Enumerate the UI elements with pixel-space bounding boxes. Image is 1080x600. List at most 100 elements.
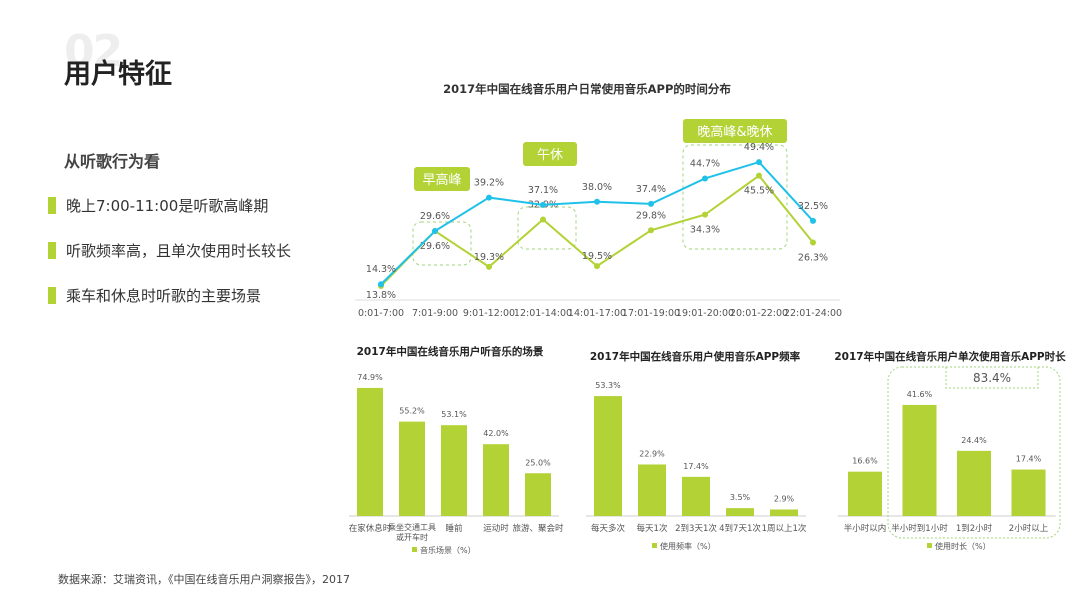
data-point [810, 217, 816, 224]
annotation-label: 早高峰 [422, 172, 461, 188]
bullet-icon [48, 242, 56, 259]
annotation-label: 83.4% [973, 371, 1011, 385]
data-label: 45.5% [744, 186, 774, 197]
bar [638, 464, 666, 516]
data-label: 22.9% [639, 449, 665, 458]
legend-label: 使用时长（%） [935, 541, 991, 551]
data-point [378, 281, 384, 288]
source-note: 数据来源：艾瑞资讯，《中国在线音乐用户洞察报告》，2017 [58, 573, 350, 586]
point-1: 晚上7:00-11:00是听歌高峰期 [48, 195, 268, 216]
data-point [540, 201, 546, 208]
bar [726, 508, 754, 516]
annotation-label: 晚高峰&晚休 [697, 124, 772, 140]
point-text: 听歌频率高，且单次使用时长较长 [66, 242, 292, 260]
x-tick-label: 每天1次 [637, 523, 668, 534]
data-label: 41.6% [907, 390, 933, 399]
data-label: 3.5% [730, 493, 751, 502]
legend-label: 使用频率（%） [660, 541, 716, 551]
data-label: 29.6% [420, 241, 450, 252]
data-point [756, 159, 762, 166]
chart-title: 2017年中国在线音乐用户日常使用音乐APP的时间分布 [443, 82, 731, 96]
annotation-label: 午休 [537, 148, 563, 163]
data-point [702, 211, 708, 218]
data-label: 37.1% [528, 185, 558, 196]
data-label: 53.1% [441, 410, 467, 419]
bar [525, 473, 551, 516]
data-label: 13.8% [366, 290, 396, 301]
data-label: 19.5% [582, 251, 612, 262]
legend-label: 音乐场景（%） [420, 545, 476, 555]
data-label: 17.4% [1016, 455, 1042, 464]
x-tick-label: 或开车时 [396, 532, 428, 542]
bar [682, 476, 710, 516]
data-label: 39.2% [474, 178, 504, 189]
data-point [702, 175, 708, 182]
x-tick-label: 20:01-22:00 [730, 308, 788, 319]
data-label: 14.3% [366, 264, 396, 275]
x-tick-label: 1到2小时 [956, 523, 993, 534]
data-point [486, 263, 492, 270]
annotation-tag [414, 167, 470, 191]
bar [957, 450, 991, 516]
data-label: 16.6% [852, 457, 878, 466]
data-label: 74.9% [357, 373, 383, 382]
point-2: 听歌频率高，且单次使用时长较长 [48, 240, 291, 261]
highlight-box [517, 206, 577, 250]
data-label: 24.4% [961, 436, 987, 445]
x-tick-label: 在家休息时 [349, 523, 392, 534]
x-tick-label: 半小时以内 [844, 523, 887, 534]
x-tick-label: 2小时以上 [1009, 523, 1049, 534]
bar [399, 421, 425, 516]
data-point [540, 216, 546, 223]
bar [902, 404, 937, 516]
x-tick-label: 1周以上1次 [762, 523, 807, 534]
data-label: 32.5% [798, 201, 828, 212]
bar [483, 444, 509, 516]
x-tick-label: 4到7天1次 [719, 523, 761, 534]
data-label: 42.0% [483, 429, 509, 438]
chart-title: 2017年中国在线音乐用户单次使用音乐APP时长 [834, 350, 1066, 363]
data-label: 44.7% [690, 158, 720, 169]
bullet-icon [48, 197, 56, 214]
data-label: 55.2% [399, 407, 425, 416]
annotation-box [945, 366, 1039, 389]
chart-title: 2017年中国在线音乐用户听音乐的场景 [357, 345, 544, 358]
data-label: 53.3% [595, 381, 621, 390]
point-3: 乘车和休息时听歌的主要场景 [48, 285, 261, 306]
data-point [810, 239, 816, 246]
x-tick-label: 22:01-24:00 [784, 308, 842, 319]
data-label: 29.8% [636, 210, 666, 221]
x-tick-label: 0:01-7:00 [358, 308, 404, 319]
chart-title: 2017年中国在线音乐用户使用音乐APP频率 [590, 350, 801, 363]
annotation-tag [683, 119, 787, 143]
x-tick-label: 12:01-14:00 [514, 308, 572, 319]
x-tick-label: 7:01-9:00 [412, 308, 458, 319]
highlight-box [682, 144, 788, 250]
data-label: 2.9% [774, 494, 795, 503]
data-point [594, 263, 600, 270]
bar [770, 509, 798, 516]
x-tick-label: 2到3天1次 [675, 523, 717, 534]
point-text: 乘车和休息时听歌的主要场景 [66, 287, 262, 305]
bar [594, 396, 622, 516]
bar [848, 471, 882, 516]
data-point [756, 172, 762, 179]
annotation-tag [523, 142, 577, 166]
x-tick-label: 17:01-19:00 [622, 308, 680, 319]
bar [1011, 469, 1046, 516]
data-label: 37.4% [636, 184, 666, 195]
data-label: 19.3% [474, 252, 504, 263]
data-label: 49.4% [744, 142, 774, 153]
x-tick-label: 每天多次 [591, 523, 626, 534]
data-label: 29.6% [420, 211, 450, 222]
bullet-icon [48, 287, 56, 304]
data-label: 17.4% [683, 462, 709, 471]
data-point [648, 227, 654, 234]
data-label: 26.3% [798, 252, 828, 263]
x-tick-label: 半小时到1小时 [891, 523, 948, 534]
x-tick-label: 运动时 [483, 523, 509, 534]
x-tick-label: 19:01-20:00 [676, 308, 734, 319]
data-label: 25.0% [525, 458, 551, 467]
section-number: 02 [64, 26, 123, 77]
